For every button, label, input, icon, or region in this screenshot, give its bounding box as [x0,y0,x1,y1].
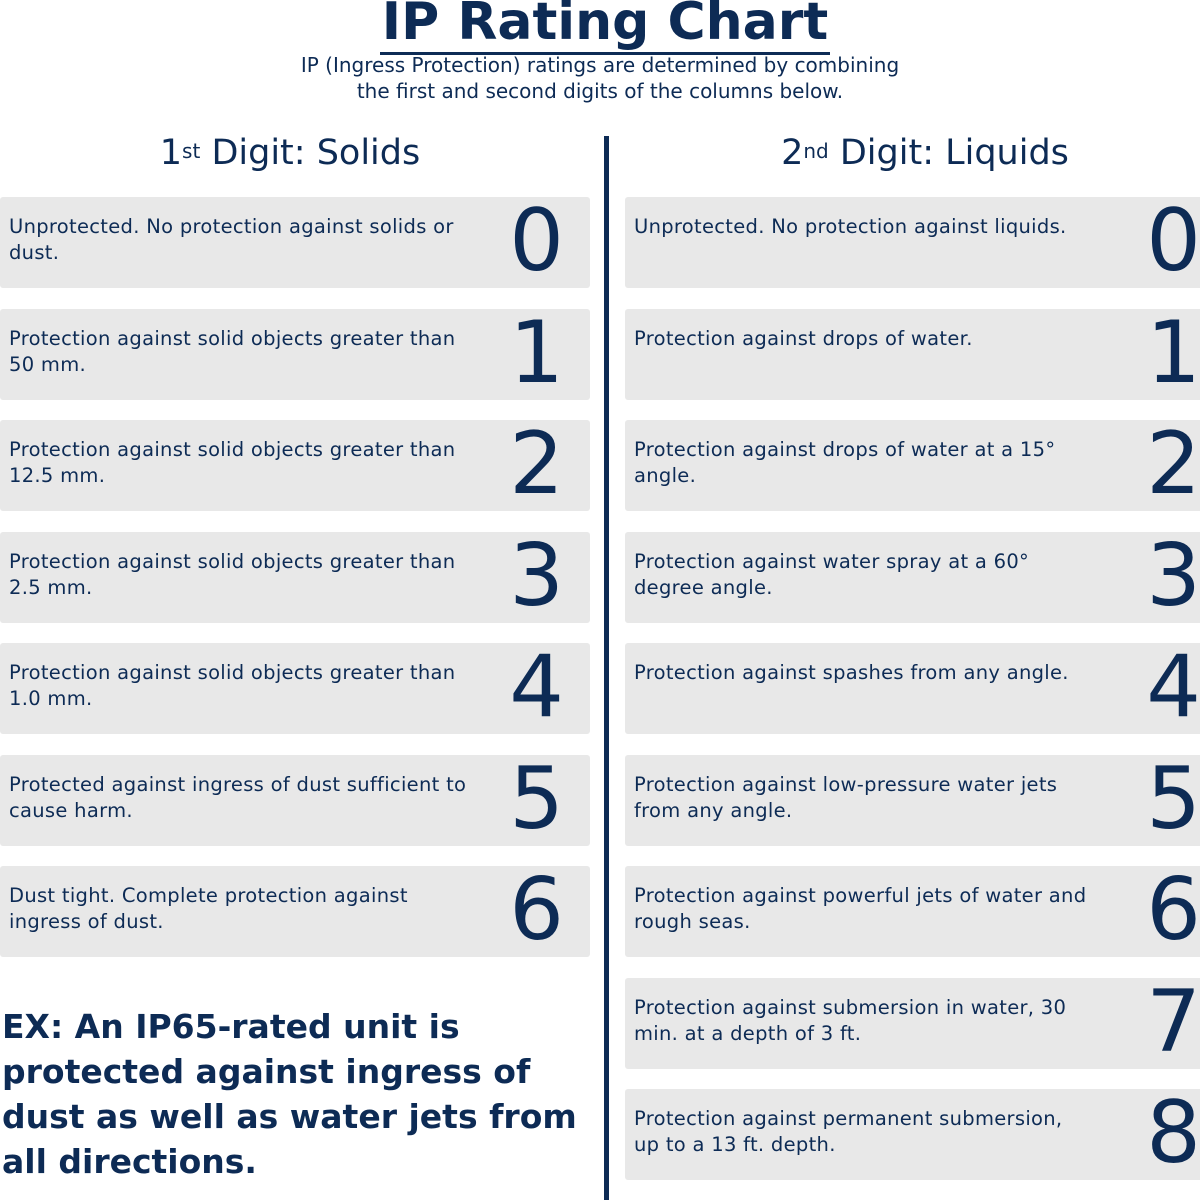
solids-heading: 1st Digit: Solids [159,133,421,173]
solids-row: Protection against solid objects greater… [0,303,590,403]
liquids-row: Unprotected. No protection against liqui… [625,191,1200,291]
rating-digit: 2 [1146,414,1200,514]
rating-description: Protection against drops of water at a 1… [634,438,1056,487]
column-divider [604,136,609,1200]
liquids-row: Protection against water spray at a 60° … [625,526,1200,626]
rating-description: Protection against solid objects greater… [9,661,456,710]
rating-description: Protected against ingress of dust suffic… [9,772,467,822]
solids-row: Protection against solid objects greater… [0,637,590,737]
rating-description: Unprotected. No protection against liqui… [634,215,1067,238]
rating-digit: 6 [1146,860,1200,960]
solids-row: Dust tight. Complete protection against … [0,860,590,960]
rating-digit: 1 [509,302,564,403]
rating-digit: 3 [509,525,564,626]
rating-digit: 5 [1146,748,1200,849]
rating-digit: 4 [509,637,564,737]
rating-description: Protection against powerful jets of wate… [634,884,1087,933]
liquids-row: Protection against low-pressure water je… [625,749,1200,849]
rating-digit: 2 [509,414,564,514]
rating-digit: 0 [1146,191,1200,291]
rating-digit: 7 [1146,971,1200,1072]
rating-description: Protection against permanent submersion,… [634,1107,1063,1156]
rating-digit: 3 [1146,525,1200,626]
rating-description: Protection against solid objects greater… [9,438,456,487]
liquids-heading: 2nd Digit: Liquids [781,133,1069,173]
page-title: IP Rating Chart [0,0,1200,55]
rating-description: Protection against water spray at a 60° … [634,549,1030,599]
example-note: EX: An IP65-rated unit is protected agai… [2,1007,577,1181]
rating-description: Protection against spashes from any angl… [634,661,1069,684]
solids-row: Protection against solid objects greater… [0,414,590,514]
rating-digit: 1 [1146,302,1200,403]
liquids-row: Protection against submersion in water, … [625,972,1200,1072]
rating-description: Protection against submersion in water, … [634,995,1067,1045]
subtitle: IP (Ingress Protection) ratings are dete… [300,53,900,103]
rating-description: Protection against drops of water. [634,326,973,350]
rating-digit: 6 [509,860,564,960]
rating-digit: 4 [1146,637,1200,737]
rating-description: Unprotected. No protection against solid… [9,215,454,264]
rating-description: Protection against solid objects greater… [9,326,456,376]
liquids-row: Protection against powerful jets of wate… [625,860,1200,960]
liquids-row: Protection against permanent submersion,… [625,1083,1200,1183]
solids-row: Protected against ingress of dust suffic… [0,749,590,849]
liquids-row: Protection against drops of water at a 1… [625,414,1200,514]
rating-digit: 5 [509,748,564,849]
rating-description: Dust tight. Complete protection against … [9,884,408,933]
liquids-row: Protection against spashes from any angl… [625,637,1200,737]
rating-digit: 0 [509,191,564,291]
rating-description: Protection against solid objects greater… [9,549,456,599]
rating-description: Protection against low-pressure water je… [634,772,1058,822]
rating-digit: 8 [1146,1083,1200,1183]
solids-row: Protection against solid objects greater… [0,526,590,626]
liquids-row: Protection against drops of water. 1 [625,303,1200,403]
solids-row: Unprotected. No protection against solid… [0,191,590,291]
